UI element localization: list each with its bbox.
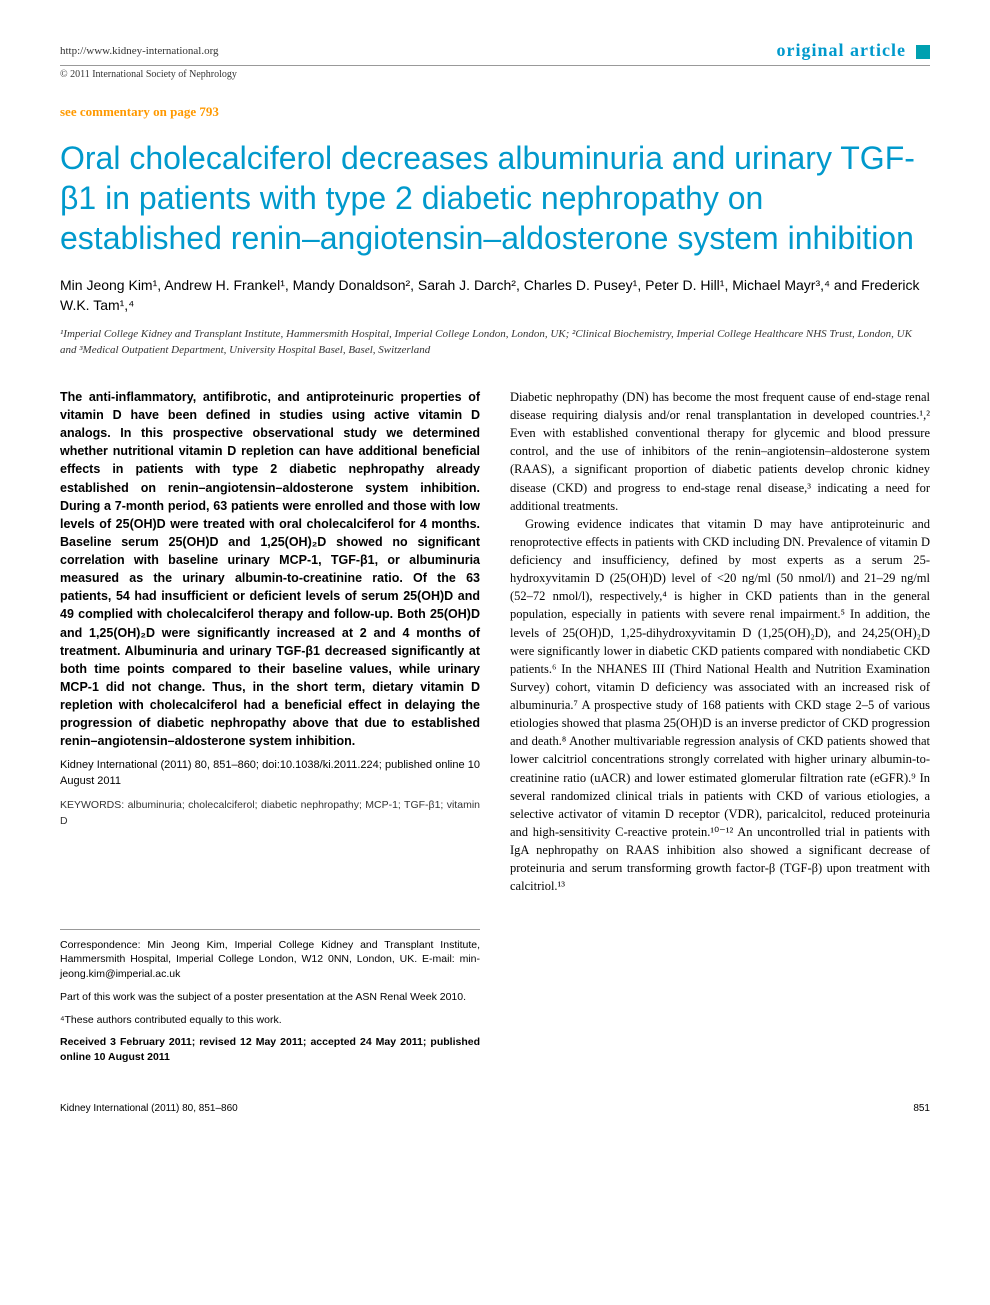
footer-page-number: 851: [913, 1103, 930, 1114]
right-column: Diabetic nephropathy (DN) has become the…: [510, 388, 930, 1073]
decorative-box-icon: [916, 45, 930, 59]
abstract-text: The anti-inflammatory, antifibrotic, and…: [60, 388, 480, 751]
body-paragraph: Growing evidence indicates that vitamin …: [510, 515, 930, 896]
left-column: The anti-inflammatory, antifibrotic, and…: [60, 388, 480, 1073]
equal-contrib-note: ⁴These authors contributed equally to th…: [60, 1013, 480, 1028]
article-type-wrap: original article: [777, 40, 930, 61]
keywords-line: KEYWORDS: albuminuria; cholecalciferol; …: [60, 798, 480, 828]
journal-url: http://www.kidney-international.org: [60, 45, 219, 57]
citation-line: Kidney International (2011) 80, 851–860;…: [60, 758, 480, 790]
footer-block: Correspondence: Min Jeong Kim, Imperial …: [60, 929, 480, 1065]
correspondence: Correspondence: Min Jeong Kim, Imperial …: [60, 938, 480, 982]
commentary-link[interactable]: see commentary on page 793: [60, 104, 930, 120]
two-column-body: The anti-inflammatory, antifibrotic, and…: [60, 388, 930, 1073]
page-footer: Kidney International (2011) 80, 851–860 …: [60, 1103, 930, 1114]
footer-journal: Kidney International (2011) 80, 851–860: [60, 1103, 238, 1114]
article-type: original article: [777, 40, 906, 60]
affiliations: ¹Imperial College Kidney and Transplant …: [60, 327, 930, 358]
received-dates: Received 3 February 2011; revised 12 May…: [60, 1035, 480, 1064]
copyright-line: © 2011 International Society of Nephrolo…: [60, 69, 930, 80]
poster-note: Part of this work was the subject of a p…: [60, 990, 480, 1005]
author-list: Min Jeong Kim¹, Andrew H. Frankel¹, Mand…: [60, 276, 930, 315]
body-paragraph: Diabetic nephropathy (DN) has become the…: [510, 388, 930, 515]
header-row: http://www.kidney-international.org orig…: [60, 40, 930, 66]
article-title: Oral cholecalciferol decreases albuminur…: [60, 138, 930, 258]
